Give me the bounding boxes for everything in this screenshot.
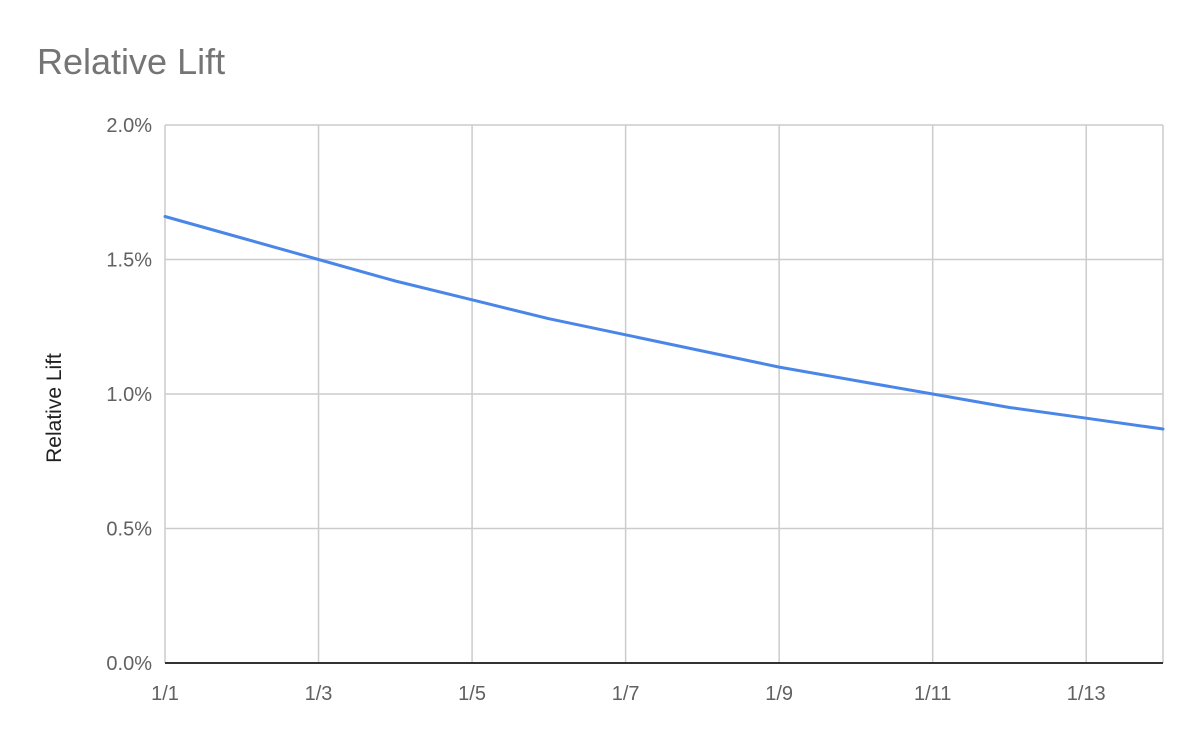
y-tick-label: 2.0% — [106, 115, 152, 137]
y-axis-ticks: 0.0% 0.5% 1.0% 1.5% 2.0% — [106, 115, 152, 675]
series-layer — [163, 215, 1165, 431]
x-tick-label: 1/5 — [458, 683, 486, 705]
x-tick-label: 1/11 — [914, 683, 951, 705]
x-axis-ticks: 1/1 1/3 1/5 1/7 1/9 1/11 1/13 — [151, 683, 1106, 705]
y-axis-title: Relative Lift — [43, 353, 66, 463]
y-tick-label: 1.5% — [106, 250, 152, 272]
x-tick-label: 1/7 — [612, 683, 640, 705]
x-tick-label: 1/13 — [1067, 683, 1106, 705]
series-line — [163, 215, 1165, 431]
y-tick-label: 0.0% — [106, 653, 152, 675]
y-tick-label: 1.0% — [106, 384, 152, 406]
x-tick-label: 1/3 — [305, 683, 333, 705]
x-tick-label: 1/9 — [765, 683, 793, 705]
x-tick-label: 1/1 — [151, 683, 179, 705]
y-tick-label: 0.5% — [106, 519, 152, 541]
gridlines — [164, 124, 1164, 663]
chart-title: Relative Lift — [37, 41, 225, 82]
